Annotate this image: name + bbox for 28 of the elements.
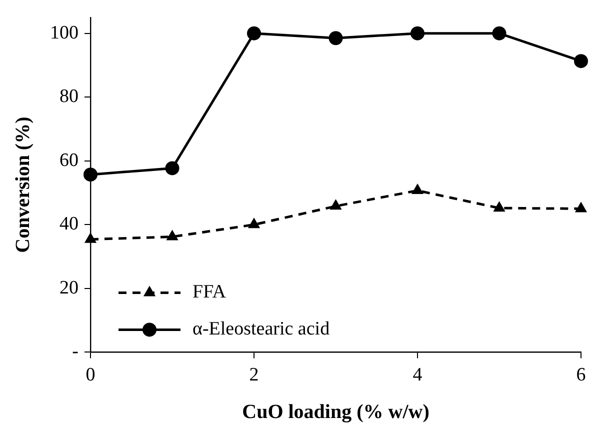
y-tick-label: 80 [60, 86, 78, 108]
x-axis-title: CuO loading (% w/w) [242, 401, 430, 424]
x-tick-label: 0 [86, 364, 96, 386]
point [84, 232, 97, 243]
point [248, 218, 260, 228]
x-tick-label: 6 [576, 364, 586, 386]
legend-label: FFA [192, 282, 226, 303]
x-tick-label: 2 [249, 364, 259, 386]
y-tick-label: 100 [50, 22, 78, 44]
point [328, 31, 343, 46]
point [574, 54, 588, 68]
point [166, 230, 178, 240]
y-tick-label: - [72, 341, 78, 362]
point [411, 184, 424, 194]
point [247, 26, 261, 40]
point [492, 26, 506, 40]
point [574, 202, 588, 212]
y-tick-label: 60 [60, 150, 78, 171]
y-tick-label: 20 [60, 277, 78, 298]
point [410, 26, 424, 40]
point [493, 201, 506, 212]
point [330, 199, 342, 210]
point [84, 168, 98, 182]
x-tick-label: 4 [412, 364, 423, 386]
point [165, 161, 180, 176]
legend-label: α-Eleostearic acid [192, 318, 330, 340]
y-tick-label: 40 [60, 214, 78, 235]
y-axis-title: Conversion (%) [12, 116, 34, 253]
